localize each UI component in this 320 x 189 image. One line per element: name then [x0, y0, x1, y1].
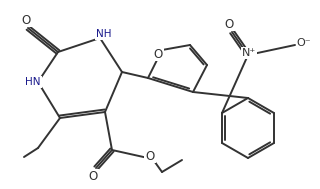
Text: NH: NH [96, 29, 112, 39]
Text: O: O [21, 13, 31, 26]
Text: O⁻: O⁻ [297, 38, 311, 48]
Text: O: O [88, 170, 98, 183]
Text: N⁺: N⁺ [242, 48, 256, 58]
Text: O: O [153, 47, 163, 60]
Text: O: O [145, 149, 155, 163]
Text: O: O [224, 18, 234, 30]
Text: HN: HN [25, 77, 41, 87]
